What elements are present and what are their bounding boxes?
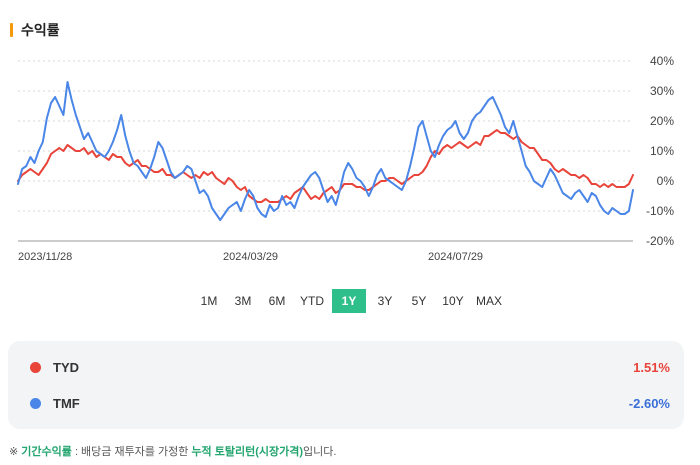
x-axis-labels: 2023/11/28 2024/03/29 2024/07/29: [18, 251, 483, 263]
footnote-middle: : 배당금 재투자를 가정한: [71, 446, 192, 458]
y-tick-label: 0%: [657, 174, 675, 188]
y-tick-label: -10%: [646, 204, 674, 218]
section-header: 수익률: [10, 20, 60, 40]
y-tick-label: 20%: [650, 114, 674, 128]
y-tick-label: 10%: [650, 144, 674, 158]
legend-row-tyd: TYD 1.51%: [8, 357, 684, 377]
legend-row-tmf: TMF -2.60%: [8, 393, 684, 413]
period-3m-button[interactable]: 3M: [228, 289, 258, 313]
period-3y-button[interactable]: 3Y: [370, 289, 400, 313]
return-chart: 40% 30% 20% 10% 0% -10% -20% 2023/11/28 2024/03…: [17, 54, 674, 263]
x-tick-label: 2024/07/29: [428, 251, 483, 263]
period-max-button[interactable]: MAX: [472, 289, 506, 313]
legend-name: TMF: [53, 395, 80, 411]
period-1y-button[interactable]: 1Y: [331, 289, 366, 313]
footnote-prefix: ※: [9, 446, 22, 458]
legend-value: -2.60%: [628, 395, 670, 411]
section-title: 수익률: [21, 22, 60, 38]
tyd-dot-icon: [30, 361, 41, 373]
legend-value: 1.51%: [633, 359, 670, 375]
y-axis-labels: 40% 30% 20% 10% 0% -10% -20%: [646, 54, 674, 248]
footnote: ※ 기간수익률 : 배당금 재투자를 가정한 누적 토탈리턴(시장가격)입니다.: [9, 443, 336, 459]
period-1m-button[interactable]: 1M: [194, 289, 224, 313]
title-accent-bar: [10, 23, 13, 37]
period-5y-button[interactable]: 5Y: [404, 289, 434, 313]
series-line-tyd: [17, 129, 634, 203]
legend-panel: TYD 1.51% TMF -2.60%: [8, 341, 684, 429]
period-ytd-button[interactable]: YTD: [296, 289, 328, 313]
y-tick-label: -20%: [646, 234, 674, 248]
series-line-tmf: [17, 81, 634, 221]
chart-series: [17, 81, 634, 221]
y-tick-label: 40%: [650, 54, 674, 68]
x-tick-label: 2024/03/29: [223, 251, 278, 263]
y-tick-label: 30%: [650, 84, 674, 98]
period-6m-button[interactable]: 6M: [262, 289, 292, 313]
x-tick-label: 2023/11/28: [18, 251, 72, 263]
legend-name: TYD: [53, 359, 79, 375]
period-selector: 1M 3M 6M YTD 1Y 3Y 5Y 10Y MAX: [0, 289, 700, 313]
chart-grid: [18, 60, 633, 242]
footnote-term: 기간수익률: [21, 446, 72, 458]
footnote-suffix: 입니다.: [303, 446, 337, 458]
tmf-dot-icon: [30, 397, 41, 409]
period-10y-button[interactable]: 10Y: [438, 289, 468, 313]
footnote-emphasis: 누적 토탈리턴(시장가격): [191, 446, 304, 458]
